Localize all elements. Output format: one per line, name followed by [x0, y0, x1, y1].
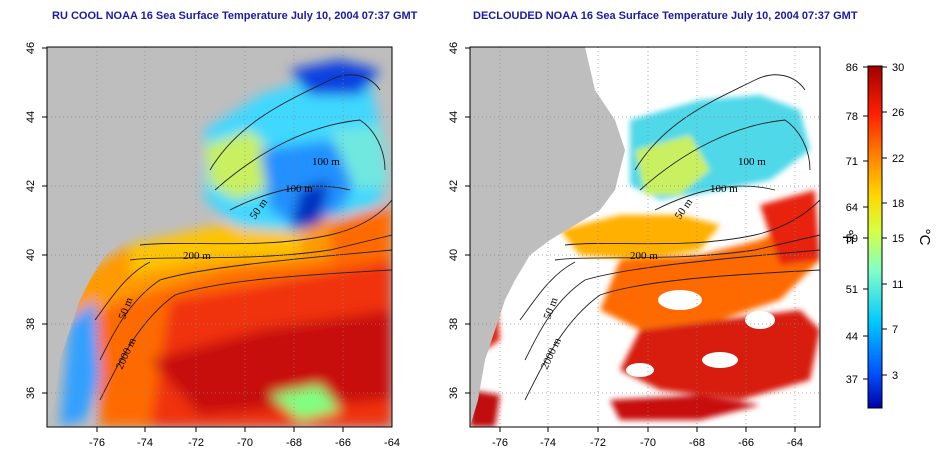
y-tick-label: 46	[448, 42, 460, 54]
contour-label: 100 m	[710, 183, 738, 195]
x-tick-label: -74	[137, 437, 153, 449]
right-map: 100 m 100 m 50 m 200 m 50 m 2000 m	[470, 47, 820, 427]
right-map-frame	[469, 46, 821, 428]
c-tick-label: 18	[892, 198, 904, 210]
y-tick-label: 46	[25, 42, 37, 54]
c-tick-label: 7	[892, 324, 898, 336]
x-tick-label: -76	[89, 437, 105, 449]
y-tick-label: 42	[25, 180, 37, 192]
y-tick-label: 38	[25, 318, 37, 330]
f-tick-label: 44	[846, 331, 858, 343]
f-tick-label: 71	[846, 156, 858, 168]
x-tick-label: -64	[787, 437, 803, 449]
fahrenheit-unit-label: °F	[839, 229, 856, 244]
x-tick-label: -66	[738, 437, 754, 449]
x-tick-label: -70	[640, 437, 656, 449]
axis-ticks	[42, 47, 796, 432]
f-tick-label: 59	[846, 233, 858, 245]
graticule-left	[47, 47, 392, 427]
cloud-holes	[626, 290, 775, 377]
x-tick-label: -74	[540, 437, 556, 449]
y-tick-label: 36	[448, 387, 460, 399]
x-tick-label: -70	[237, 437, 253, 449]
x-tick-label: -68	[689, 437, 705, 449]
y-tick-label: 40	[448, 249, 460, 261]
c-tick-label: 30	[892, 62, 904, 74]
right-map-title: DECLOUDED NOAA 16 Sea Surface Temperatur…	[473, 10, 858, 22]
land-mass	[47, 47, 200, 427]
f-tick-label: 78	[846, 111, 858, 123]
left-map-frame	[46, 46, 393, 428]
f-tick-label: 64	[846, 202, 858, 214]
contour-label: 100 m	[312, 156, 340, 168]
y-tick-label: 44	[448, 111, 460, 123]
y-tick-label: 40	[25, 249, 37, 261]
y-tick-label: 42	[448, 180, 460, 192]
f-tick-label: 37	[846, 374, 858, 386]
c-tick-label: 3	[892, 370, 898, 382]
left-map-title: RU COOL NOAA 16 Sea Surface Temperature …	[52, 10, 418, 22]
graticule-right	[470, 47, 820, 427]
f-tick-label: 86	[846, 62, 858, 74]
contour-label: 200 m	[183, 250, 211, 262]
x-tick-label: -72	[188, 437, 204, 449]
x-tick-label: -76	[492, 437, 508, 449]
contour-label: 100 m	[738, 156, 766, 168]
x-tick-label: -66	[335, 437, 351, 449]
celsius-unit-label: °C	[916, 229, 933, 246]
x-tick-label: -72	[590, 437, 606, 449]
y-tick-label: 38	[448, 318, 460, 330]
colorbar: 86 78 71 64 59 51 44 37 30 26 22 18 15 1…	[839, 62, 933, 409]
y-tick-label: 36	[25, 387, 37, 399]
contours-right	[519, 74, 820, 401]
colorbar-gradient	[867, 65, 883, 409]
c-tick-label: 26	[892, 107, 904, 119]
f-tick-label: 51	[846, 284, 858, 296]
c-tick-label: 22	[892, 153, 904, 165]
y-tick-label: 44	[25, 111, 37, 123]
land-mass	[470, 47, 625, 427]
x-tick-label: -68	[286, 437, 302, 449]
x-tick-label: -64	[384, 437, 400, 449]
c-tick-label: 15	[892, 233, 904, 245]
contours-left	[94, 74, 392, 401]
left-map: 100 m 100 m 50 m 200 m 50 m 2000 m	[47, 47, 392, 427]
c-tick-label: 11	[892, 279, 903, 291]
contour-label: 100 m	[285, 183, 313, 195]
contour-label: 200 m	[630, 250, 658, 262]
